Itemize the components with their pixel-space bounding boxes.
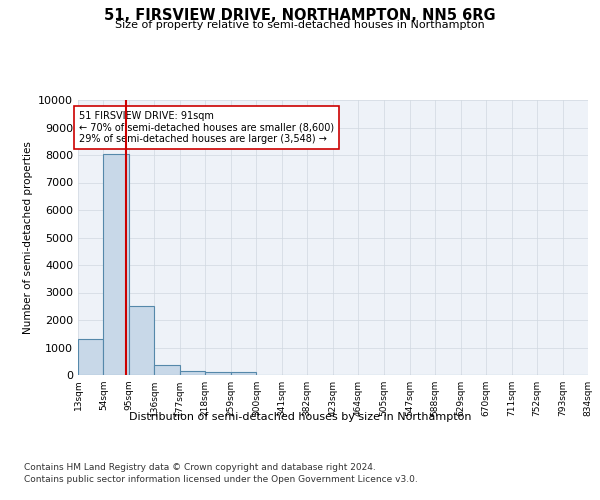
Text: Distribution of semi-detached houses by size in Northampton: Distribution of semi-detached houses by …	[129, 412, 471, 422]
Bar	[205, 372, 231, 375]
Bar	[154, 364, 180, 375]
Text: Contains public sector information licensed under the Open Government Licence v3: Contains public sector information licen…	[24, 475, 418, 484]
Bar	[78, 339, 103, 375]
Text: 51, FIRSVIEW DRIVE, NORTHAMPTON, NN5 6RG: 51, FIRSVIEW DRIVE, NORTHAMPTON, NN5 6RG	[104, 8, 496, 22]
Bar	[129, 306, 154, 375]
Bar	[180, 371, 205, 375]
Text: 51 FIRSVIEW DRIVE: 91sqm
← 70% of semi-detached houses are smaller (8,600)
29% o: 51 FIRSVIEW DRIVE: 91sqm ← 70% of semi-d…	[79, 111, 334, 144]
Bar	[231, 372, 256, 375]
Y-axis label: Number of semi-detached properties: Number of semi-detached properties	[23, 141, 32, 334]
Text: Size of property relative to semi-detached houses in Northampton: Size of property relative to semi-detach…	[115, 20, 485, 30]
Text: Contains HM Land Registry data © Crown copyright and database right 2024.: Contains HM Land Registry data © Crown c…	[24, 462, 376, 471]
Bar	[103, 154, 129, 375]
